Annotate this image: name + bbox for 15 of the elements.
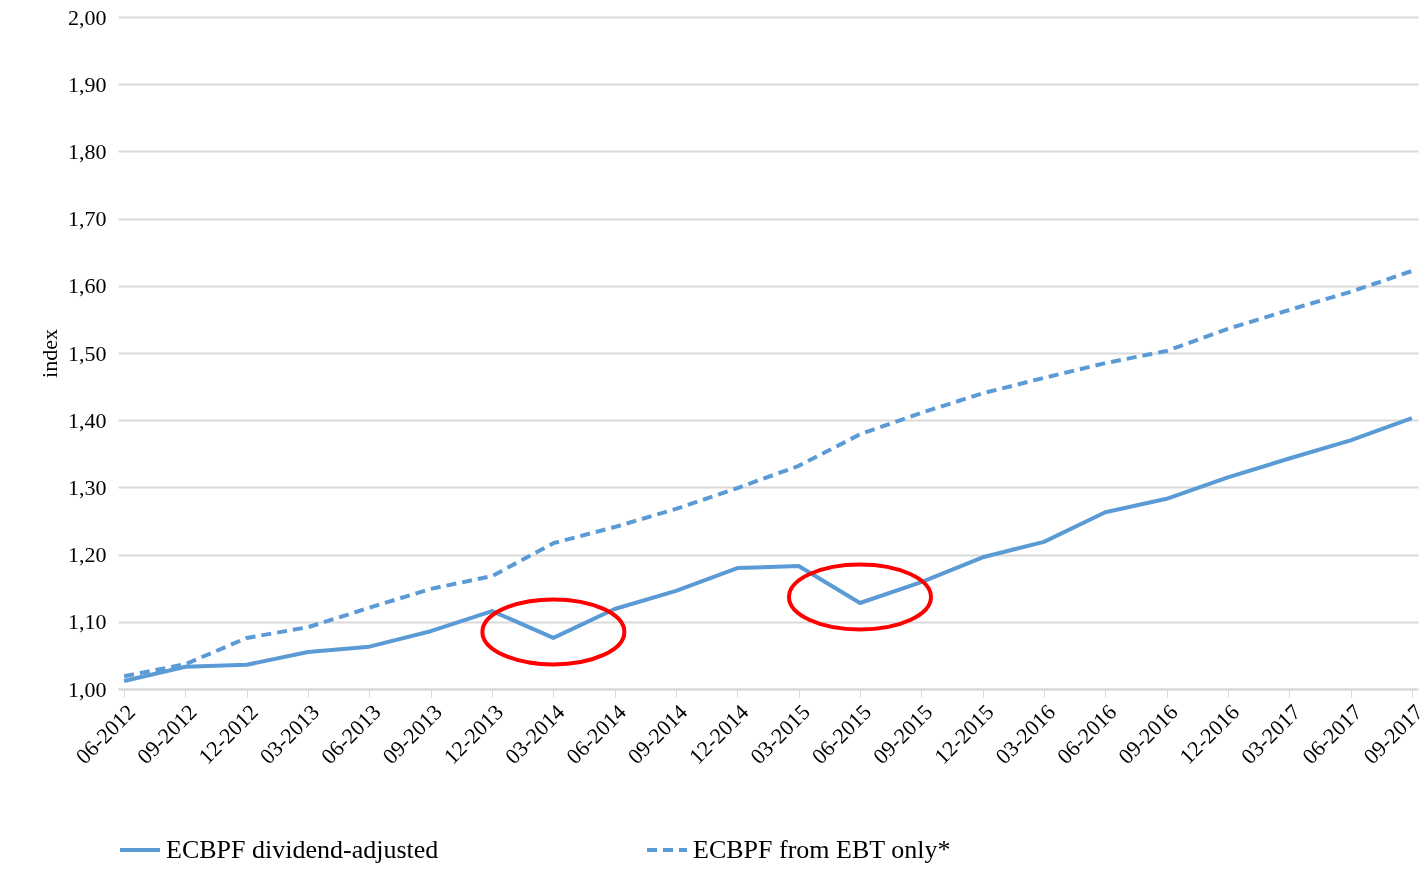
y-axis-title: index	[37, 329, 62, 378]
line-series	[122, 269, 1414, 679]
y-tick-label: 1,80	[68, 138, 107, 164]
y-tick-label: 1,00	[68, 676, 107, 702]
legend-label: ECBPF dividend-adjusted	[166, 835, 439, 864]
y-tick-label: 1,60	[68, 273, 107, 299]
legend-label: ECBPF from EBT only*	[693, 835, 951, 864]
y-tick-label: 1,30	[68, 474, 107, 500]
y-tick-label: 1,20	[68, 542, 107, 568]
y-tick-label: 1,90	[68, 71, 107, 97]
y-tick-label: 2,00	[68, 4, 107, 30]
y-tick-label: 1,70	[68, 206, 107, 232]
y-tick-label: 1,50	[68, 340, 107, 366]
y-tick-label: 1,10	[68, 609, 107, 635]
y-tick-label: 1,40	[68, 407, 107, 433]
